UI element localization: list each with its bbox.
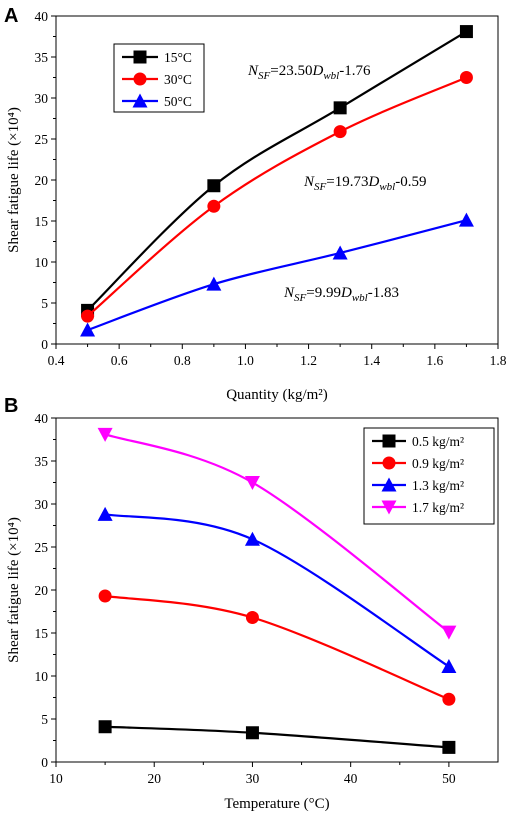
panel-b-series-line-0: [105, 725, 449, 749]
panel-a-y-tick-label: 15: [35, 214, 49, 229]
panel-b-series-3-point-0: [97, 427, 113, 442]
panel-b-x-tick-label: 50: [442, 771, 456, 786]
panel-a-series-2-point-3: [458, 212, 474, 227]
panel-b-series-line-1: [104, 594, 450, 701]
panel-a-equation-15c: NSF=23.50Dwbl-1.76: [247, 63, 371, 82]
panel-a-series-2-point-0: [80, 322, 96, 337]
panel-a-x-tick-label: 0.4: [48, 353, 65, 368]
panel-b-series-2-point-2: [441, 659, 457, 674]
panel-b-series-1-point-1: [245, 611, 259, 625]
panel-a: A 0.4 0.6 0.8 1.0 1.2 1.4 1.6 1.8 0 5 10 15 20 25 30 35…: [4, 5, 507, 403]
panel-a-letter: A: [4, 5, 18, 27]
panel-a-equation-30c: NSF=19.73Dwbl-0.59: [303, 174, 426, 193]
panel-a-series-2-point-2: [332, 245, 348, 260]
panel-b-y-tick-label: 15: [35, 626, 49, 641]
panel-a-series-1-point-0: [81, 309, 95, 323]
panel-a-y-tick-label: 0: [41, 337, 48, 352]
panel-b-series-line-3: [104, 433, 450, 634]
panel-b-series-2-point-1: [244, 531, 260, 546]
panel-b-x-tick-label: 20: [147, 771, 161, 786]
panel-b-legend-marker-1: [382, 456, 396, 470]
panel-b-x-axis-title: Temperature (°C): [224, 796, 329, 812]
panel-a-series-line-0: [86, 30, 467, 312]
panel-a-series-line-1: [86, 76, 467, 317]
panel-b-legend-label-0-5: 0.5 kg/m²: [412, 434, 464, 449]
panel-a-x-tick-label: 1.0: [237, 353, 254, 368]
panel-a-legend-marker-2: [132, 93, 148, 108]
panel-a-series-0-point-2: [333, 101, 347, 115]
panel-a-y-tick-label: 5: [41, 296, 48, 311]
panel-a-x-tick-label: 1.6: [426, 353, 443, 368]
panel-b-y-axis-title: Shear fatigue life (×10⁴): [6, 517, 22, 663]
panel-a-equation-50c: NSF=9.99Dwbl-1.83: [283, 285, 399, 304]
panel-a-legend: 15°C 30°C 50°C: [113, 43, 205, 113]
panel-b-x-tick-label: 30: [246, 771, 260, 786]
panel-b-legend-label-0-9: 0.9 kg/m²: [412, 456, 464, 471]
panel-b: B 10 20 30 40 50 0 5 10 15 20 25 30 35 40 Temperature…: [4, 395, 499, 812]
panel-b-legend: 0.5 kg/m² 0.9 kg/m² 1.3 kg/m² 1.7 kg/m²: [363, 427, 495, 525]
panel-a-y-tick-label: 30: [35, 91, 49, 106]
panel-b-series-0-point-1: [245, 726, 259, 740]
panel-a-legend-label-30c: 30°C: [164, 72, 192, 87]
panel-b-y-tick-label: 10: [35, 669, 49, 684]
panel-a-legend-label-50c: 50°C: [164, 94, 192, 109]
panel-b-y-tick-label: 5: [41, 712, 48, 727]
panel-a-y-tick-label: 40: [35, 9, 49, 24]
panel-b-legend-marker-2: [381, 477, 397, 492]
panel-b-series-3-point-1: [244, 476, 260, 490]
panel-a-series-1-point-1: [207, 199, 221, 213]
panel-b-legend-label-1-3: 1.3 kg/m²: [412, 478, 464, 493]
panel-b-series-1-point-2: [442, 692, 456, 706]
panel-a-x-axis-title: Quantity (kg/m²): [226, 387, 328, 403]
panel-a-x-tick-label: 0.6: [111, 353, 128, 368]
panel-a-x-tick-label: 1.8: [490, 353, 507, 368]
panel-a-series-1-point-3: [459, 71, 473, 84]
panel-a-series-0-point-3: [459, 25, 473, 39]
panel-b-y-tick-label: 35: [35, 454, 49, 469]
panel-a-x-tick-label: 0.8: [174, 353, 191, 368]
panel-a-series-line-2: [87, 219, 467, 332]
panel-a-y-tick-label: 35: [35, 50, 49, 65]
panel-a-legend-marker-1: [133, 72, 147, 86]
panel-a-legend-marker-0: [133, 50, 147, 64]
panel-b-series-3-point-2: [441, 625, 457, 640]
panel-b-legend-marker-0: [382, 434, 396, 448]
panel-a-series-0-point-1: [207, 179, 221, 193]
panel-a-series-2-point-1: [206, 276, 222, 291]
panel-a-y-tick-label: 10: [35, 255, 49, 270]
panel-b-series-2-point-0: [97, 506, 113, 521]
panel-a-y-tick-label: 25: [35, 132, 49, 147]
panel-a-y-axis-title: Shear fatigue life (×10⁴): [6, 107, 22, 253]
panel-b-y-tick-label: 30: [35, 497, 49, 512]
panel-a-y-tick-label: 20: [35, 173, 49, 188]
panel-a-series-1-point-2: [333, 125, 347, 139]
panel-b-series-0-point-2: [442, 740, 456, 754]
panel-a-legend-label-15c: 15°C: [164, 50, 192, 65]
panel-b-y-tick-label: 0: [41, 755, 48, 770]
panel-b-series-1-point-0: [98, 589, 112, 603]
panel-b-letter: B: [4, 395, 18, 417]
panel-b-legend-label-1-7: 1.7 kg/m²: [412, 500, 464, 515]
panel-a-x-tick-label: 1.4: [363, 353, 380, 368]
panel-b-series-line-2: [104, 513, 450, 668]
panel-b-series-0-point-0: [98, 720, 112, 734]
panel-a-x-tick-label: 1.2: [300, 353, 317, 368]
panel-b-y-tick-label: 40: [35, 411, 49, 426]
panel-b-x-tick-label: 40: [344, 771, 358, 786]
panel-b-y-tick-label: 25: [35, 540, 49, 555]
panel-b-x-tick-label: 10: [49, 771, 63, 786]
panel-b-legend-marker-3: [381, 500, 397, 515]
panel-b-y-tick-label: 20: [35, 583, 49, 598]
